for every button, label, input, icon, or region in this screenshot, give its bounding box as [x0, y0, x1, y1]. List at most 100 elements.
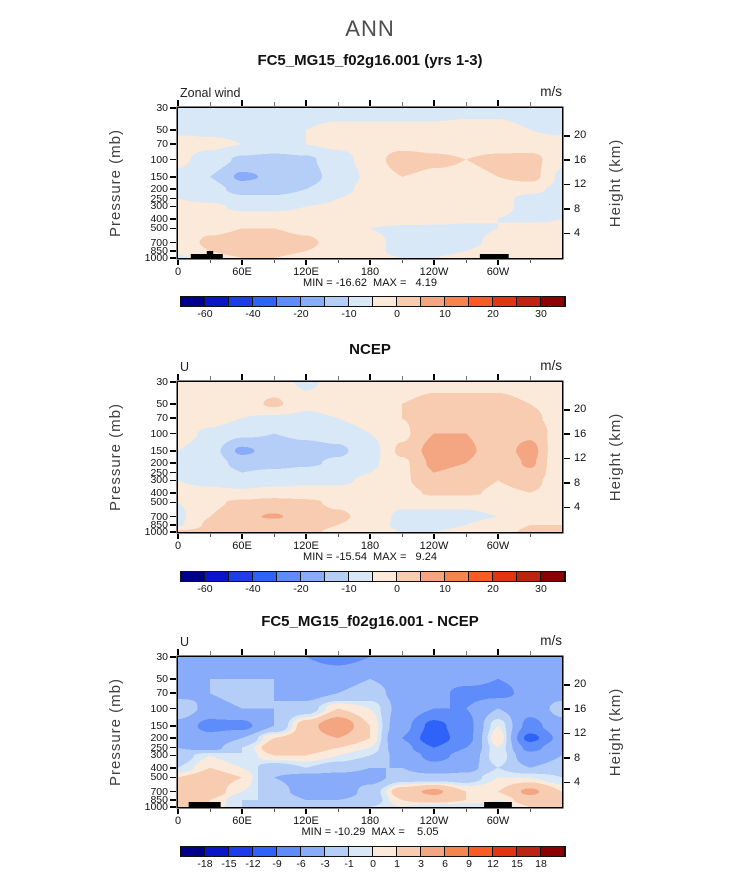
height-tick — [564, 757, 570, 759]
colorbar-tick-label: 10 — [439, 308, 451, 320]
lon-tick-label: 120E — [293, 266, 319, 278]
lon-minor-tick-bottom — [465, 259, 467, 263]
lon-major-tick-bottom — [433, 808, 435, 814]
panel3-plot-frame — [178, 657, 562, 807]
lon-tick-label: 0 — [174, 266, 182, 278]
lon-tick-label: 180 — [360, 266, 380, 278]
colorbar-tick-label: 18 — [535, 858, 547, 870]
lon-major-tick-bottom — [241, 533, 243, 539]
height-tick-label: 12 — [574, 178, 587, 191]
lon-tick-label: 120E — [293, 815, 319, 827]
colorbar-segment — [517, 572, 541, 581]
colorbar-segment — [541, 297, 565, 306]
pressure-tick — [170, 227, 176, 230]
lon-major-tick-bottom — [177, 533, 179, 539]
colorbar-segment — [181, 297, 205, 306]
pressure-tick-label: 1000 — [144, 526, 168, 538]
panel2-title: NCEP — [349, 341, 391, 358]
height-tick-label: 20 — [574, 129, 587, 142]
lon-tick-label: 60W — [486, 815, 510, 827]
lon-major-tick-top — [305, 100, 307, 106]
colorbar-segment — [421, 297, 445, 306]
pressure-tick — [170, 479, 176, 482]
lon-minor-tick-top — [401, 102, 403, 106]
pressure-tick — [170, 725, 176, 727]
pressure-tick — [170, 776, 176, 779]
colorbar-tick-label: -15 — [221, 858, 237, 870]
lon-major-tick-bottom — [369, 808, 371, 814]
pressure-tick-label: 250 — [150, 466, 168, 479]
pressure-tick — [170, 678, 176, 680]
lon-minor-tick-top — [273, 376, 275, 380]
colorbar-tick-label: 20 — [487, 583, 499, 595]
colorbar-segment — [349, 847, 373, 856]
height-tick-label: 20 — [574, 678, 587, 691]
colorbar-segment — [253, 847, 277, 856]
lon-major-tick-bottom — [433, 533, 435, 539]
lon-major-tick-bottom — [369, 533, 371, 539]
height-tick — [564, 433, 570, 435]
pressure-tick-label: 500 — [150, 222, 168, 235]
lon-minor-tick-bottom — [465, 533, 467, 537]
panel2-field-label: U — [180, 360, 190, 374]
lon-minor-tick-bottom — [529, 533, 531, 537]
pressure-tick — [170, 107, 176, 109]
colorbar-segment — [541, 572, 565, 581]
lon-major-tick-top — [497, 649, 499, 655]
pressure-tick — [170, 176, 176, 178]
lon-minor-tick-top — [465, 102, 467, 106]
lon-minor-tick-top — [337, 651, 339, 655]
panel2-minmax-text: MIN = -15.54 MAX = 9.24 — [303, 551, 437, 563]
lon-major-tick-top — [177, 100, 179, 106]
height-tick-label: 8 — [574, 202, 581, 215]
panel1-units-label: m/s — [540, 84, 562, 99]
panel3-contour-canvas — [178, 657, 562, 807]
height-tick — [564, 232, 570, 235]
height-tick-label: 4 — [574, 227, 581, 240]
pressure-tick — [170, 754, 176, 757]
pressure-tick — [170, 462, 176, 464]
height-tick — [564, 208, 570, 210]
colorbar-tick-label: 0 — [394, 308, 400, 320]
panel3-units-label: m/s — [540, 633, 562, 648]
lon-major-tick-bottom — [497, 259, 499, 265]
pressure-tick — [170, 205, 176, 208]
pressure-tick-label: 50 — [156, 123, 168, 136]
pressure-tick — [170, 197, 176, 200]
colorbar-segment — [373, 572, 397, 581]
lon-tick-label: 120E — [293, 540, 319, 552]
colorbar-tick-label: 1 — [394, 858, 400, 870]
height-tick — [564, 781, 570, 784]
pressure-tick-label: 500 — [150, 771, 168, 784]
colorbar-segment — [181, 847, 205, 856]
colorbar-segment — [541, 847, 565, 856]
lon-minor-tick-top — [209, 376, 211, 380]
lon-minor-tick-bottom — [337, 259, 339, 263]
panel2-height-axis-title: Height (km) — [607, 412, 624, 502]
lon-major-tick-bottom — [177, 259, 179, 265]
colorbar-segment — [469, 297, 493, 306]
pressure-tick — [170, 250, 176, 252]
pressure-tick — [170, 492, 176, 494]
height-tick-label: 16 — [574, 427, 587, 440]
height-tick-label: 12 — [574, 452, 587, 465]
pressure-tick — [170, 381, 176, 383]
page-title: ANN — [345, 16, 395, 41]
pressure-tick — [170, 218, 176, 220]
lon-major-tick-top — [305, 374, 307, 380]
height-tick-label: 4 — [574, 501, 581, 514]
pressure-tick — [170, 746, 176, 749]
lon-major-tick-top — [433, 374, 435, 380]
colorbar-segment — [301, 847, 325, 856]
lon-major-tick-top — [433, 100, 435, 106]
pressure-tick-label: 700 — [150, 510, 168, 523]
lon-minor-tick-bottom — [401, 808, 403, 812]
lon-minor-tick-top — [465, 376, 467, 380]
pressure-tick — [170, 515, 176, 518]
pressure-tick-label: 150 — [150, 719, 168, 732]
lon-major-tick-top — [241, 100, 243, 106]
lon-major-tick-top — [305, 649, 307, 655]
lon-major-tick-top — [369, 374, 371, 380]
panel1-plot-frame — [178, 108, 562, 258]
height-tick — [564, 482, 570, 484]
